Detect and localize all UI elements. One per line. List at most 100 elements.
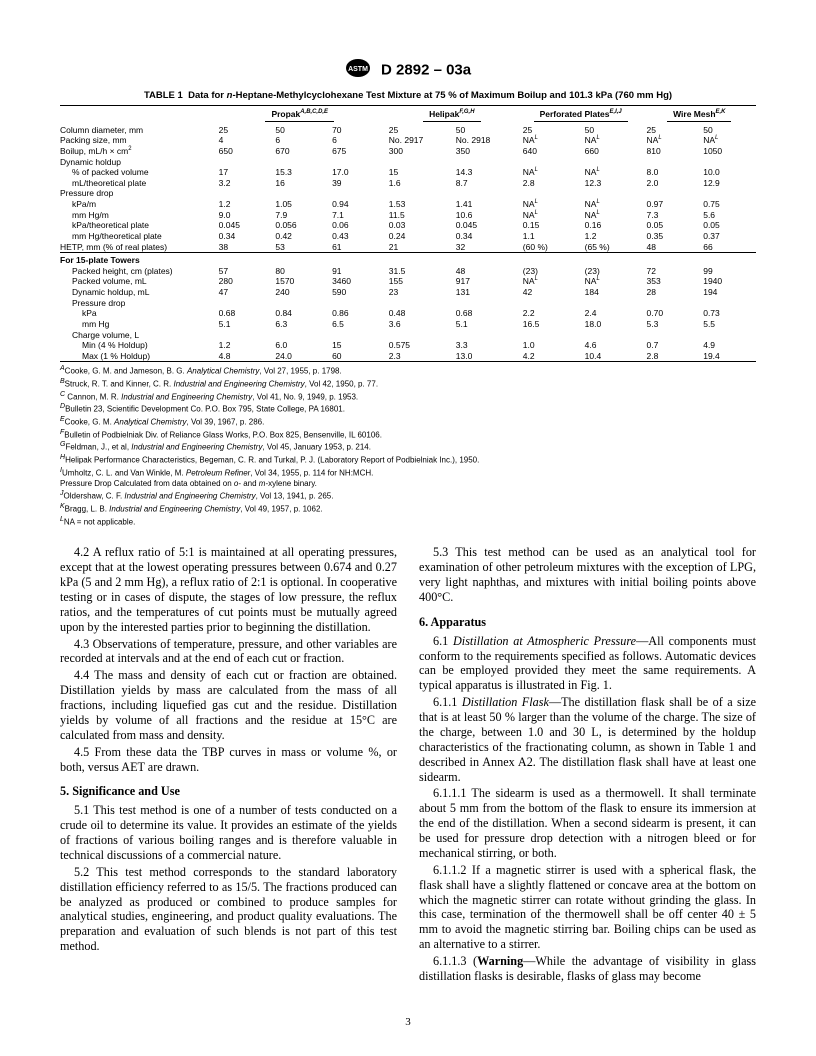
page-number: 3 [0, 1016, 816, 1028]
cell: NAL [519, 210, 581, 221]
cell: NAL [581, 199, 643, 210]
astm-logo: ASTM [345, 58, 371, 82]
cell: 0.24 [385, 231, 452, 242]
cell: 5.6 [699, 210, 756, 221]
row-label: Column diameter, mm [60, 123, 215, 136]
cell [271, 157, 328, 168]
row-label: mm Hg/m [60, 210, 215, 221]
cell [581, 157, 643, 168]
para-6-1-1-3: 6.1.1.3 (Warning—While the advantage of … [419, 954, 756, 984]
cell: 660 [581, 146, 643, 157]
row-label: Dynamic holdup [60, 157, 215, 168]
cell [328, 330, 385, 341]
cell: 42 [519, 287, 581, 298]
cell: 0.37 [699, 231, 756, 242]
cell [385, 157, 452, 168]
footnote: DBulletin 23, Scientific Development Co.… [60, 403, 756, 415]
cell [452, 188, 519, 199]
cell: 12.3 [581, 178, 643, 189]
cell [385, 188, 452, 199]
cell: 10.6 [452, 210, 519, 221]
cell: 4.8 [215, 351, 272, 362]
row-label: kPa/theoretical plate [60, 220, 215, 231]
para-6-1-1-1: 6.1.1.1 The sidearm is used as a thermow… [419, 786, 756, 860]
cell: 60 [328, 351, 385, 362]
cell: 2.4 [581, 308, 643, 319]
cell: 1050 [699, 146, 756, 157]
cell [452, 157, 519, 168]
cell: NAL [519, 199, 581, 210]
cell: 15.3 [271, 167, 328, 178]
cell: 1.6 [385, 178, 452, 189]
cell: 66 [699, 242, 756, 253]
footnote: IUmholtz, C. L. and Van Winkle, M. Petro… [60, 467, 756, 479]
cell: 50 [699, 123, 756, 136]
table-footnotes: ACooke, G. M. and Jameson, B. G. Analyti… [60, 365, 756, 527]
cell: NAL [519, 276, 581, 287]
cell: 0.35 [643, 231, 700, 242]
cell: 48 [452, 266, 519, 277]
cell: 6.5 [328, 319, 385, 330]
cell: 4.2 [519, 351, 581, 362]
cell [699, 330, 756, 341]
footnote: BStruck, R. T. and Kinner, C. R. Industr… [60, 378, 756, 390]
cell: 0.68 [452, 308, 519, 319]
cell: 0.94 [328, 199, 385, 210]
cell: 53 [271, 242, 328, 253]
cell: 14.3 [452, 167, 519, 178]
footnote: FBulletin of Podbielniak Div. of Relianc… [60, 429, 756, 441]
cell: 350 [452, 146, 519, 157]
cell: 61 [328, 242, 385, 253]
cell: 19.4 [699, 351, 756, 362]
cell: 0.48 [385, 308, 452, 319]
footnote: KBragg, L. B. Industrial and Engineering… [60, 503, 756, 515]
cell: 5.3 [643, 319, 700, 330]
cell: 10.0 [699, 167, 756, 178]
cell: 5.1 [215, 319, 272, 330]
footnote: LNA = not applicable. [60, 516, 756, 528]
cell [581, 298, 643, 309]
cell: 32 [452, 242, 519, 253]
cell: NAL [581, 276, 643, 287]
row-label: Packed volume, mL [60, 276, 215, 287]
cell: 25 [643, 123, 700, 136]
cell: 72 [643, 266, 700, 277]
cell: 17 [215, 167, 272, 178]
row-label: kPa [60, 308, 215, 319]
cell [643, 157, 700, 168]
cell: 17.0 [328, 167, 385, 178]
cell: No. 2918 [452, 135, 519, 146]
para-5-3: 5.3 This test method can be used as an a… [419, 545, 756, 605]
cell [215, 188, 272, 199]
cell: 0.056 [271, 220, 328, 231]
cell: 8.0 [643, 167, 700, 178]
cell: 2.8 [643, 351, 700, 362]
cell: 25 [385, 123, 452, 136]
cell: 0.73 [699, 308, 756, 319]
cell: 1.41 [452, 199, 519, 210]
cell: 353 [643, 276, 700, 287]
cell: 99 [699, 266, 756, 277]
cell: NAL [581, 167, 643, 178]
cell: 0.43 [328, 231, 385, 242]
cell: 917 [452, 276, 519, 287]
row-label: % of packed volume [60, 167, 215, 178]
cell [215, 157, 272, 168]
cell: 131 [452, 287, 519, 298]
footnote: Pressure Drop Calculated from data obtai… [60, 479, 756, 489]
cell: 7.3 [643, 210, 700, 221]
cell: 48 [643, 242, 700, 253]
footnote: HHelipak Performance Characteristics, Be… [60, 454, 756, 466]
cell: 675 [328, 146, 385, 157]
cell: 28 [643, 287, 700, 298]
cell [271, 188, 328, 199]
cell: 2.0 [643, 178, 700, 189]
cell: 4.6 [581, 340, 643, 351]
cell: 24.0 [271, 351, 328, 362]
cell: 0.97 [643, 199, 700, 210]
cell: 13.0 [452, 351, 519, 362]
body-text: 4.2 A reflux ratio of 5:1 is maintained … [60, 545, 756, 984]
cell: 0.34 [215, 231, 272, 242]
para-4-4: 4.4 The mass and density of each cut or … [60, 668, 397, 742]
cell: 47 [215, 287, 272, 298]
